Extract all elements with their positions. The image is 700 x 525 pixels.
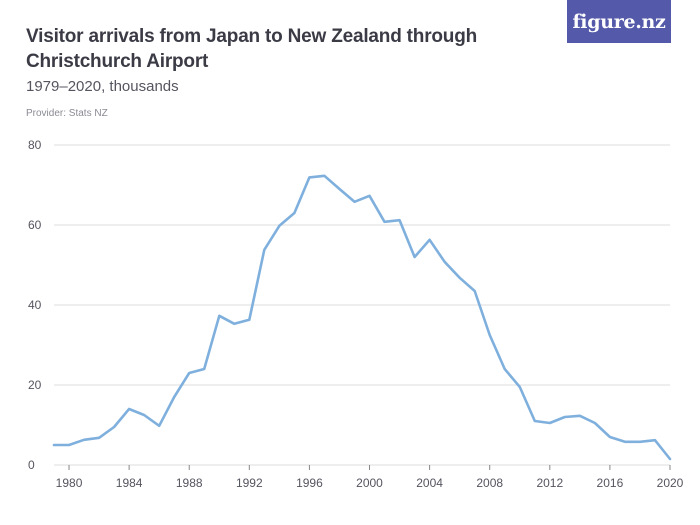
x-tick-label: 2016 — [597, 476, 624, 490]
data-point[interactable] — [533, 419, 537, 423]
data-point[interactable] — [593, 421, 597, 425]
chart-subtitle: 1979–2020, thousands — [26, 78, 179, 95]
data-point[interactable] — [518, 385, 522, 389]
x-tick-label: 1996 — [296, 476, 323, 490]
data-point[interactable] — [112, 425, 116, 429]
data-point[interactable] — [338, 187, 342, 191]
y-tick-label: 60 — [28, 218, 42, 232]
x-axis-labels: 1980 1984 1988 1992 1996 2000 2004 2008 2012 2016… — [56, 465, 684, 490]
x-tick-label: 2012 — [536, 476, 563, 490]
data-point[interactable] — [653, 438, 657, 442]
x-tick-label: 1992 — [236, 476, 263, 490]
y-tick-label: 80 — [28, 138, 42, 152]
data-point[interactable] — [142, 413, 146, 417]
data-point[interactable] — [217, 314, 221, 318]
data-point[interactable] — [172, 395, 176, 399]
data-point[interactable] — [368, 194, 372, 198]
data-point[interactable] — [623, 440, 627, 444]
data-point[interactable] — [292, 211, 296, 215]
data-point[interactable] — [608, 435, 612, 439]
provider-credit: Provider: Stats NZ — [26, 108, 108, 119]
x-tick-label: 1988 — [176, 476, 203, 490]
series-line — [52, 174, 672, 461]
data-point[interactable] — [443, 260, 447, 264]
data-point[interactable] — [262, 248, 266, 252]
data-point[interactable] — [488, 333, 492, 337]
data-point[interactable] — [578, 414, 582, 418]
x-tick-label: 2000 — [356, 476, 383, 490]
data-point[interactable] — [307, 175, 311, 179]
data-point[interactable] — [473, 289, 477, 293]
data-point[interactable] — [202, 367, 206, 371]
data-point[interactable] — [503, 367, 507, 371]
data-point[interactable] — [322, 174, 326, 178]
gridlines — [54, 144, 670, 466]
data-point[interactable] — [458, 276, 462, 280]
data-point[interactable] — [277, 224, 281, 228]
data-point[interactable] — [548, 421, 552, 425]
x-tick-label: 1980 — [56, 476, 83, 490]
data-point[interactable] — [82, 438, 86, 442]
x-tick-label: 2020 — [657, 476, 684, 490]
data-point[interactable] — [428, 238, 432, 242]
logo-text: figure.nz — [572, 10, 666, 33]
chart-title: Visitor arrivals from Japan to New Zeala… — [26, 26, 478, 72]
data-point[interactable] — [232, 322, 236, 326]
x-tick-label: 1984 — [116, 476, 143, 490]
figure-nz-logo[interactable]: figure.nz — [567, 0, 671, 43]
data-point[interactable] — [668, 457, 672, 461]
data-point[interactable] — [187, 371, 191, 375]
y-tick-label: 0 — [28, 458, 35, 472]
y-axis-labels: 0 20 40 60 80 — [28, 138, 42, 472]
y-tick-label: 20 — [28, 378, 42, 392]
data-point[interactable] — [127, 407, 131, 411]
data-point[interactable] — [563, 415, 567, 419]
data-point[interactable] — [353, 200, 357, 204]
data-point[interactable] — [638, 440, 642, 444]
data-point[interactable] — [67, 443, 71, 447]
data-point[interactable] — [157, 424, 161, 428]
series-layer — [52, 174, 672, 461]
data-point[interactable] — [398, 218, 402, 222]
data-point[interactable] — [383, 220, 387, 224]
x-tick-label: 2008 — [476, 476, 503, 490]
data-point[interactable] — [247, 318, 251, 322]
data-point[interactable] — [52, 443, 56, 447]
data-point[interactable] — [413, 255, 417, 259]
data-point[interactable] — [97, 436, 101, 440]
y-tick-label: 40 — [28, 298, 42, 312]
x-tick-label: 2004 — [416, 476, 443, 490]
